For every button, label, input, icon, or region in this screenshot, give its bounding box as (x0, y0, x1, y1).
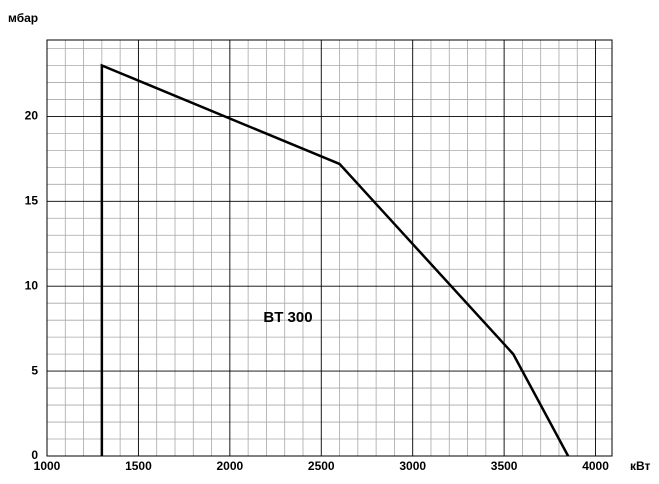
y-tick-label: 20 (25, 109, 39, 123)
x-tick-label: 3000 (399, 459, 426, 473)
y-axis-label: мбар (8, 11, 38, 25)
x-axis-label: кВт (630, 459, 651, 473)
x-tick-label: 4000 (582, 459, 609, 473)
x-tick-label: 1000 (34, 459, 61, 473)
x-tick-label: 1500 (125, 459, 152, 473)
y-tick-label: 0 (31, 448, 38, 462)
plot-frame (46, 39, 613, 457)
plot (100, 63, 570, 457)
y-tick-label: 15 (25, 193, 39, 207)
x-tick-label: 2500 (308, 459, 335, 473)
y-tick-label: 5 (31, 363, 38, 377)
y-tick-label: 10 (25, 278, 39, 292)
x-tick-label: 2000 (216, 459, 243, 473)
x-tick-label: 3500 (491, 459, 518, 473)
annotation: BT 300 (263, 309, 312, 326)
grid (46, 39, 613, 457)
data-line (100, 63, 570, 457)
